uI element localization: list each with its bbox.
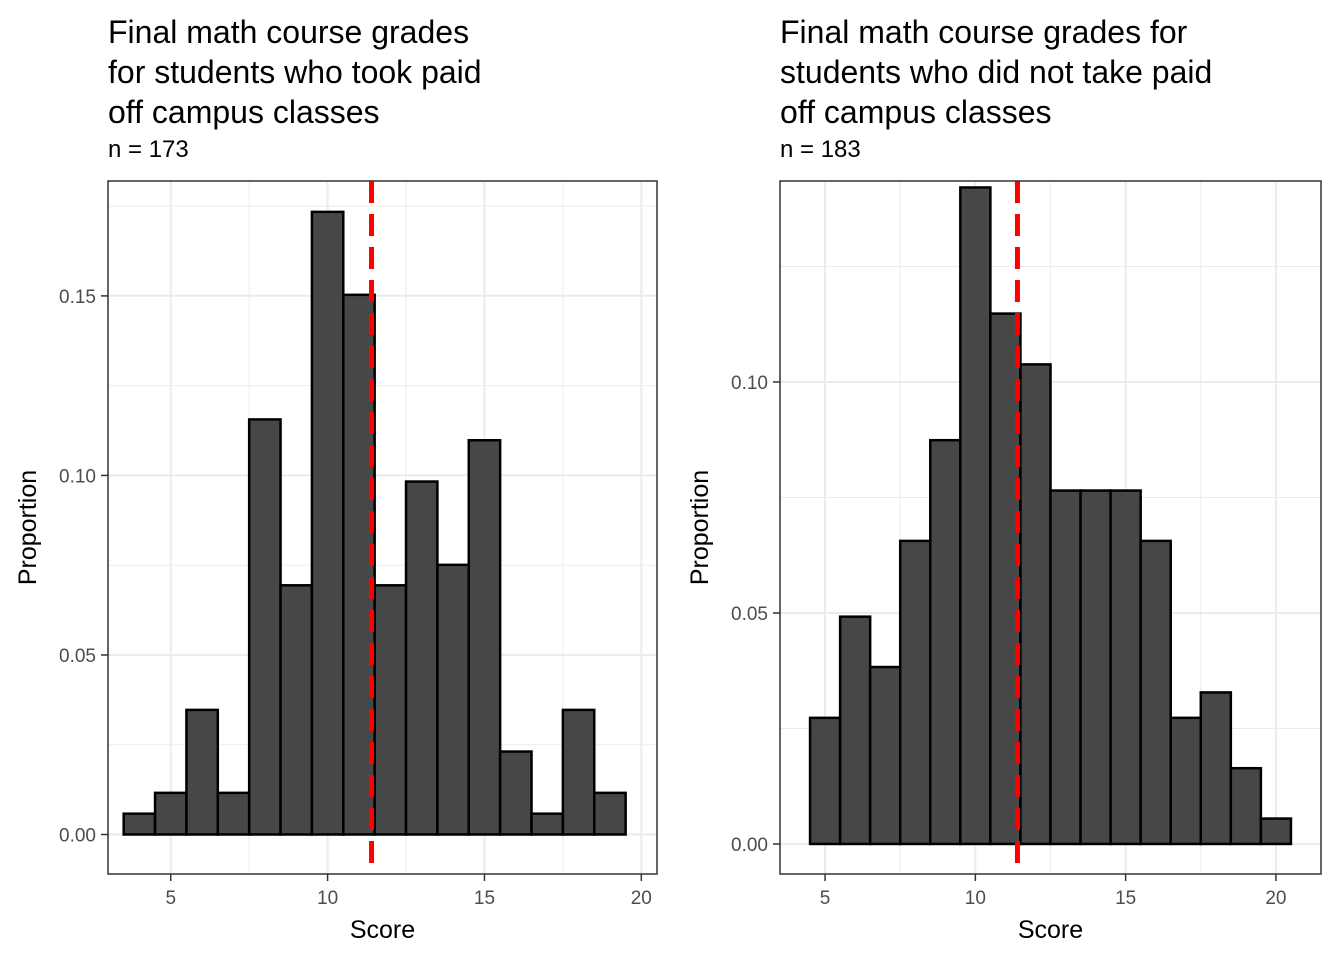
- histogram-bar: [467, 438, 502, 836]
- y-tick-label: 0.05: [59, 646, 96, 667]
- x-axis-label: Score: [350, 916, 415, 944]
- y-axis-label: Proportion: [14, 470, 42, 585]
- x-tick-label: 10: [317, 888, 338, 909]
- histogram-bar: [868, 665, 902, 846]
- histogram-bar: [808, 716, 842, 846]
- x-tick-label: 15: [474, 888, 495, 909]
- y-axis-label: Proportion: [686, 470, 714, 585]
- chart-subtitle: n = 173: [108, 136, 189, 163]
- histogram-bar: [1169, 716, 1203, 846]
- histogram-bar: [530, 812, 565, 836]
- chart-title: Final math course grades for students wh…: [108, 14, 482, 130]
- histogram-bar: [404, 480, 439, 836]
- y-tick-label: 0.10: [59, 466, 96, 487]
- histogram-bar: [279, 584, 314, 836]
- histogram-bar: [1139, 539, 1172, 846]
- histogram-plot: 0.00 0.05 0.10 5 10 15 20 Score Proportion: [686, 180, 1322, 944]
- histogram-bar: [247, 418, 282, 836]
- histogram-bar: [1079, 489, 1112, 846]
- panel-border: [779, 180, 1322, 875]
- y-tick-label: 0.05: [731, 604, 768, 625]
- histogram-bar: [898, 539, 932, 846]
- histogram-bar: [959, 186, 992, 846]
- x-tick-label: 15: [1115, 888, 1136, 909]
- histogram-bar: [373, 584, 408, 836]
- y-tick-label: 0.00: [59, 826, 96, 847]
- x-tick-label: 10: [965, 888, 986, 909]
- chart-title: Final math course grades for students wh…: [780, 14, 1213, 130]
- histogram-bar: [1049, 489, 1082, 846]
- histogram-bar: [593, 791, 627, 836]
- histogram-bar: [310, 210, 345, 836]
- x-axis-label: Score: [1018, 916, 1083, 944]
- histogram-bar: [216, 791, 251, 836]
- x-tick-label: 5: [820, 888, 831, 909]
- x-tick-label: 5: [165, 888, 176, 909]
- histogram-bar: [1199, 691, 1233, 846]
- histogram-bar: [838, 615, 872, 846]
- x-tick-label: 20: [1265, 888, 1286, 909]
- histogram-bar: [1229, 766, 1263, 846]
- y-tick-label: 0.15: [59, 287, 96, 308]
- histogram-bar: [1259, 817, 1293, 846]
- histogram-bar: [561, 708, 596, 836]
- y-tick-label: 0.00: [731, 835, 768, 856]
- histogram-bar: [153, 791, 188, 836]
- x-tick-label: 20: [631, 888, 652, 909]
- histogram-bar: [1109, 489, 1142, 846]
- histogram-bar: [929, 438, 962, 846]
- chart-panel-left: Final math course grades for students wh…: [14, 14, 658, 944]
- histogram-bar: [498, 750, 533, 836]
- histogram-bar: [436, 563, 471, 836]
- y-tick-label: 0.10: [731, 373, 768, 394]
- chart-panel-right: Final math course grades for students wh…: [672, 0, 1344, 960]
- panel-border: [107, 180, 658, 875]
- histogram-bar: [1019, 363, 1052, 846]
- histogram-bar: [185, 708, 220, 836]
- histogram-bar: [122, 812, 157, 836]
- histogram-plot: 0.00 0.05 0.10 0.15 5 10 15 20 Score Proportion: [14, 180, 658, 944]
- chart-subtitle: n = 183: [780, 136, 861, 163]
